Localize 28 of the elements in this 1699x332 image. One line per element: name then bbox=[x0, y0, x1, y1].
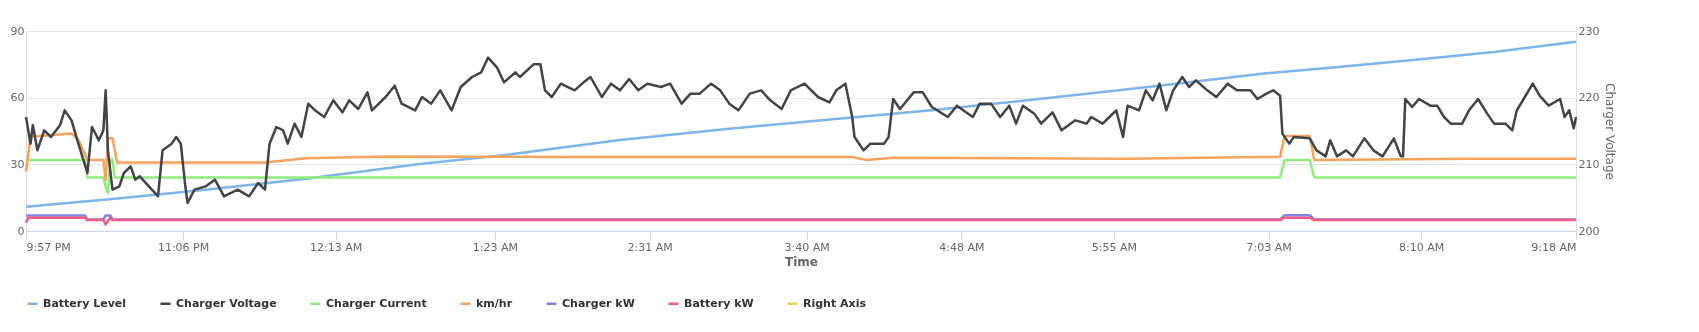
y-tick-label: 30 bbox=[10, 157, 25, 171]
x-axis-title: Time bbox=[785, 254, 818, 269]
legend-label: Charger Voltage bbox=[176, 296, 277, 310]
y2-tick-label: 210 bbox=[1578, 157, 1600, 171]
y2-axis-title: Charger Voltage bbox=[1603, 83, 1618, 180]
legend-label: Charger Current bbox=[326, 296, 427, 310]
x-tick-label: 12:13 AM bbox=[309, 240, 363, 254]
y-tick-label: 0 bbox=[17, 224, 25, 238]
y2-tick-label: 200 bbox=[1578, 224, 1600, 238]
y2-tick-label: 220 bbox=[1578, 91, 1600, 105]
x-tick-label: 3:40 AM bbox=[784, 240, 830, 254]
legend-label: Battery Level bbox=[43, 296, 127, 310]
legend-label: km/hr bbox=[476, 296, 513, 310]
x-tick-label: 11:06 PM bbox=[157, 240, 210, 254]
legend-label: Right Axis bbox=[803, 296, 867, 310]
x-tick-label: 4:48 AM bbox=[939, 240, 985, 254]
legend-label: Battery kW bbox=[684, 296, 754, 310]
x-tick-label: 5:55 AM bbox=[1091, 240, 1138, 254]
x-tick-label: 8:10 AM bbox=[1399, 240, 1445, 254]
y-tick-label: 90 bbox=[10, 24, 25, 38]
x-tick-label: 9:18 AM bbox=[1531, 240, 1577, 254]
x-tick-label: 7:03 AM bbox=[1246, 240, 1292, 254]
y-tick-label: 60 bbox=[10, 91, 25, 105]
x-tick-label: 2:31 AM bbox=[627, 240, 673, 254]
y2-tick-label: 230 bbox=[1578, 24, 1600, 38]
legend-label: Charger kW bbox=[562, 296, 635, 310]
x-tick-label: 1:23 AM bbox=[472, 240, 518, 254]
x-tick-label: 9:57 PM bbox=[26, 240, 71, 254]
